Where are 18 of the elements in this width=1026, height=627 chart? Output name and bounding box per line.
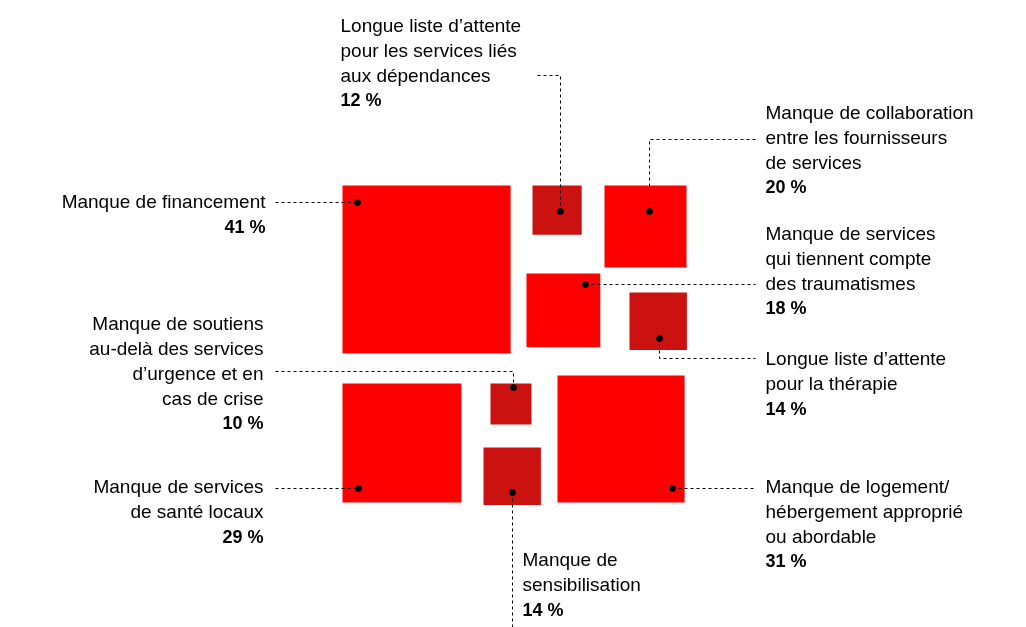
category-label: Longue liste d’attente pour la thérapie bbox=[765, 347, 947, 394]
category-label: Manque de sensibilisation bbox=[522, 548, 641, 595]
category-label: Manque de services de santé locaux bbox=[93, 475, 264, 522]
data-label: 12 % bbox=[340, 90, 382, 110]
category-label: Manque de logement/ hébergement approprié ou abordable bbox=[765, 475, 964, 547]
category-label: Manque de soutiens au-delà des services d’urgence et en cas de crise bbox=[89, 312, 264, 410]
data-label: 20 % bbox=[765, 177, 807, 197]
category-label: Manque de financement bbox=[61, 190, 267, 212]
data-label: 29 % bbox=[222, 526, 264, 547]
data-label: 31 % bbox=[765, 551, 807, 571]
data-label: 10 % bbox=[222, 412, 264, 433]
data-label: 14 % bbox=[765, 398, 807, 419]
data-label: 18 % bbox=[765, 298, 807, 318]
category-label: Manque de collaboration entre les fournisseurs de services bbox=[765, 101, 974, 173]
category-label: Manque de services qui tiennent compte des traumatismes bbox=[765, 222, 936, 294]
category-label: Longue liste d’attente pour les services liés aux dépendances bbox=[340, 14, 522, 86]
data-label: 41 % bbox=[224, 217, 266, 237]
data-label: 14 % bbox=[522, 599, 564, 620]
